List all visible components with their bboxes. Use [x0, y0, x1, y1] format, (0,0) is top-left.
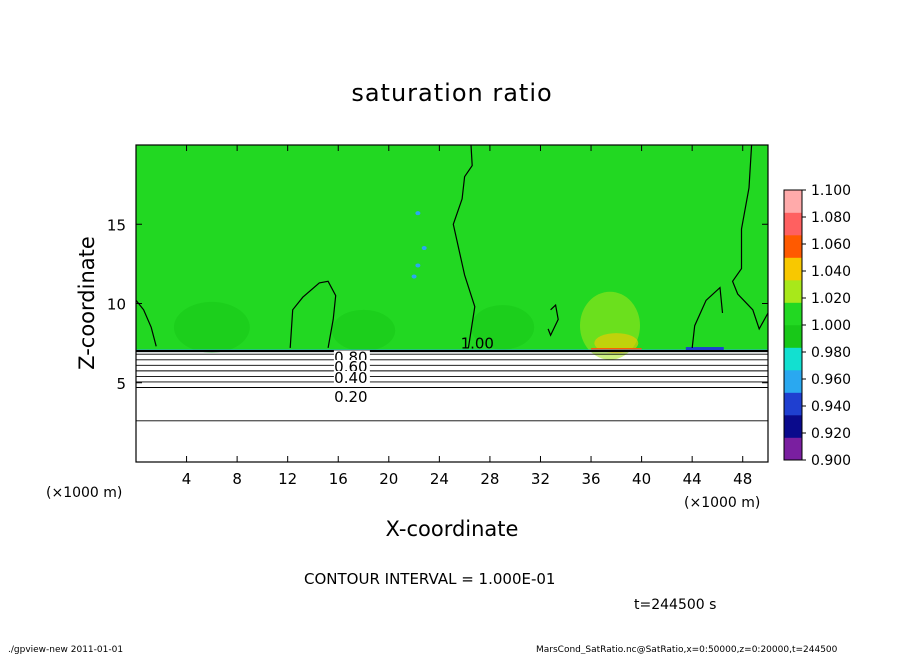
x-unit-left: (×1000 m): [46, 485, 122, 501]
colorbar-label: 1.080: [811, 210, 851, 226]
contour-label: 1.00: [461, 335, 494, 353]
x-axis-label: X-coordinate: [386, 517, 519, 541]
time-text: t=244500 s: [634, 597, 716, 613]
subsaturation-spot: [685, 347, 724, 352]
colorbar-label: 1.020: [811, 291, 851, 307]
colorbar-label: 1.000: [811, 318, 851, 334]
contour-1.00-left: [135, 299, 157, 347]
x-tick-label: 4: [182, 470, 192, 488]
plot-area: 1.000.800.600.400.20 4 8 12 16 20 24 28 32 36 40 4…: [107, 144, 769, 488]
y-axis-label: Z-coordinate: [75, 236, 99, 370]
cloud-fleck: [415, 263, 421, 268]
cloud-fleck: [411, 274, 417, 279]
x-tick-label: 36: [581, 470, 600, 488]
colorbar-swatch: [784, 392, 802, 416]
colorbar-swatch: [784, 302, 802, 326]
x-tick-label: 16: [329, 470, 348, 488]
colorbar-label: 0.900: [811, 453, 851, 469]
x-tick-label: 20: [379, 470, 398, 488]
contour-1.00-middle: [452, 144, 476, 348]
colorbar-swatch: [784, 415, 802, 438]
colorbar-label: 1.040: [811, 264, 851, 280]
contour-label-bg: [333, 359, 370, 374]
colorbar-label: 0.940: [811, 399, 851, 415]
colorbar-swatch: [784, 280, 802, 303]
colorbar-swatch: [784, 212, 802, 236]
contour-1.00-right-inner: [691, 286, 724, 348]
footer-right: MarsCond_SatRatio.nc@SatRatio,x=0:50000,…: [536, 645, 838, 654]
x-tick-label: 32: [531, 470, 550, 488]
contour-1.00-island: [547, 303, 559, 337]
y-tick-label: 15: [107, 216, 126, 234]
colorbar-swatch: [784, 325, 802, 348]
colorbar-label: 0.960: [811, 372, 851, 388]
x-tick-label: 44: [683, 470, 702, 488]
field-blob: [331, 309, 396, 352]
colorbar-label: 0.920: [811, 426, 851, 442]
colorbar-swatch: [784, 370, 802, 393]
x-tick-label: 48: [733, 470, 752, 488]
contour-label: 0.20: [334, 388, 367, 406]
colorbar-label: 1.060: [811, 237, 851, 253]
footer-left: ./gpview-new 2011-01-01: [8, 645, 123, 654]
colorbar-swatch: [784, 257, 802, 281]
x-tick-label: 28: [480, 470, 499, 488]
field-blob: [470, 305, 535, 350]
cloud-fleck: [415, 211, 421, 216]
contour-label: 0.40: [334, 369, 367, 387]
x-unit-right: (×1000 m): [684, 495, 760, 511]
y-tick-label: 5: [116, 375, 126, 393]
colorbar-label: 1.100: [811, 183, 851, 199]
x-tick-label: 24: [430, 470, 449, 488]
x-tick-label: 40: [632, 470, 651, 488]
contour-1.00-loop: [289, 280, 337, 349]
x-tick-label: 12: [278, 470, 297, 488]
contour-label-bg: [333, 390, 370, 405]
contour-interval-text: CONTOUR INTERVAL = 1.000E-01: [304, 570, 555, 588]
cloud-fleck: [421, 246, 427, 251]
y-tick-label: 10: [107, 296, 126, 314]
contour-1.00-right: [731, 144, 769, 331]
field-blob: [173, 301, 250, 353]
colorbar-swatch: [784, 190, 802, 213]
colorbar-swatch: [784, 235, 802, 258]
chart-title: saturation ratio: [351, 79, 552, 107]
colorbar-swatch: [784, 437, 802, 461]
colorbar-label: 0.980: [811, 345, 851, 361]
colorbar: 0.900 0.920 0.940 0.960 0.980 1.000 1.020 1.040…: [783, 183, 851, 469]
contour-label-bg: [333, 370, 370, 385]
colorbar-swatch: [784, 347, 802, 371]
x-tick-label: 8: [232, 470, 242, 488]
